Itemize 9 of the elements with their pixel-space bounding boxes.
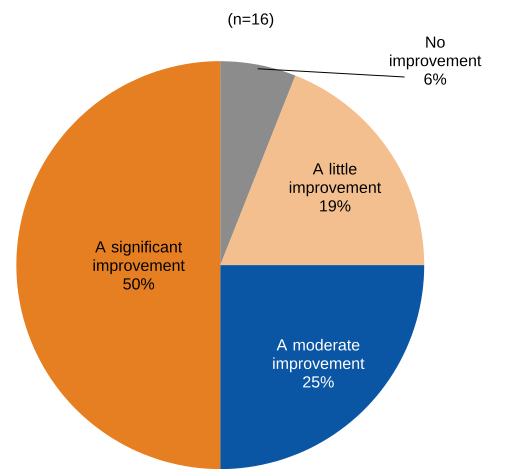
data-label: 6%	[424, 73, 446, 85]
slice-label: No improvement	[390, 36, 482, 70]
data-label: 25%	[303, 376, 334, 388]
data-label: 19%	[320, 200, 350, 212]
slice-label: A moderate improvement	[273, 338, 364, 372]
chart-title: (n=16)	[228, 12, 274, 28]
slice-label: A little improvement	[290, 162, 382, 196]
data-label: 50%	[123, 278, 154, 290]
slice-label: A significant improvement	[94, 240, 185, 274]
